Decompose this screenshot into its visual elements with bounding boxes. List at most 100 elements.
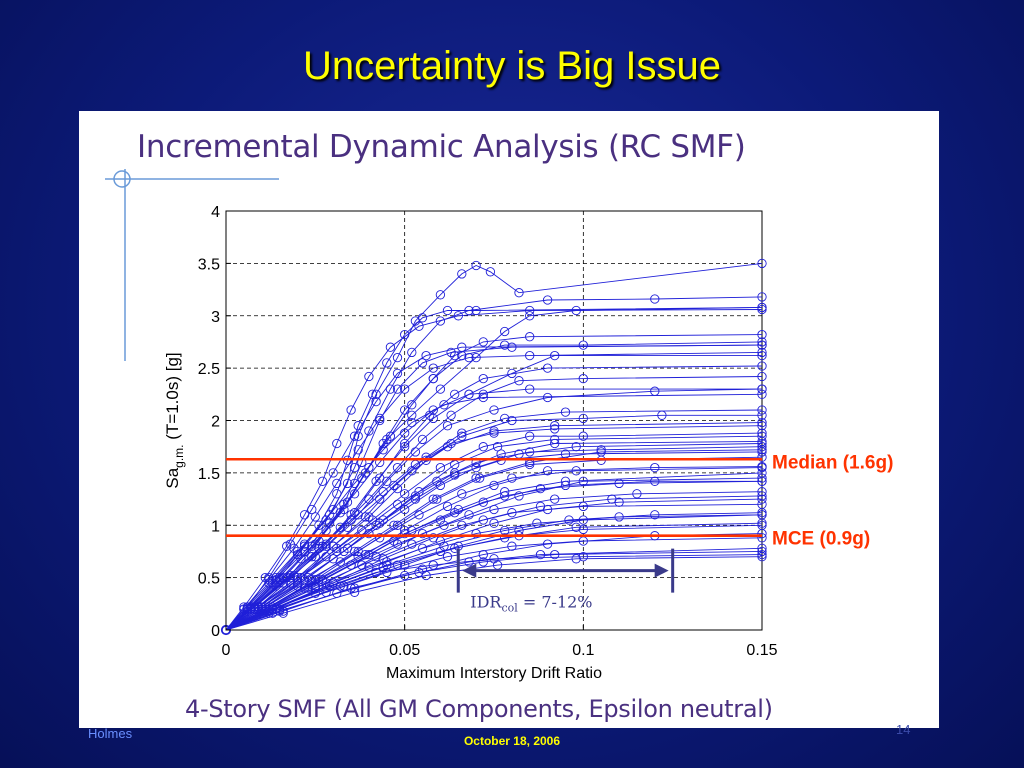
ida-point (442, 552, 453, 562)
ida-point (757, 361, 767, 371)
ida-point (757, 421, 767, 431)
ida-point (378, 438, 388, 449)
ida-point (489, 504, 499, 515)
ida-curve (225, 512, 763, 631)
ida-point (389, 520, 399, 530)
ida-point (317, 476, 328, 486)
ida-point (307, 578, 317, 588)
ida-point (450, 350, 460, 361)
ida-point (310, 512, 320, 522)
ida-point (435, 384, 446, 394)
ida-point (299, 546, 310, 557)
ida-point (435, 290, 446, 300)
ida-point (371, 476, 381, 486)
ida-point (400, 570, 410, 581)
ida-point (614, 512, 624, 522)
chart-curves (225, 262, 763, 631)
ida-point (364, 426, 374, 436)
ida-point (400, 528, 410, 539)
ida-point (375, 473, 385, 483)
ida-point (421, 452, 431, 462)
x-tick-label: 0.1 (572, 642, 594, 659)
ida-curve (225, 262, 763, 631)
figure-panel: Incremental Dynamic Analysis (RC SMF) Me… (79, 111, 939, 728)
ida-point (757, 462, 767, 473)
y-tick-label: 4 (211, 204, 220, 221)
ida-point (442, 421, 453, 431)
ida-point (471, 305, 481, 316)
ida-point (632, 489, 642, 499)
ida-point (339, 581, 349, 591)
ida-point (364, 371, 374, 382)
ida-point (364, 512, 374, 522)
ida-point (360, 468, 371, 478)
ida-point (339, 504, 349, 515)
ida-curve (225, 296, 763, 631)
ida-point (321, 539, 331, 549)
ida-point (339, 499, 349, 509)
slide-title: Uncertainty is Big Issue (303, 44, 721, 88)
ida-point (757, 442, 767, 452)
chart-reference-lines: Median (1.6g) MCE (0.9g) (226, 452, 893, 550)
ida-point (392, 483, 403, 494)
ida-point (757, 520, 767, 530)
ida-curve (225, 480, 762, 631)
ida-point (578, 501, 588, 512)
ida-point (321, 552, 331, 562)
ida-curve (225, 451, 763, 631)
ida-point (471, 462, 481, 473)
ida-point (364, 549, 374, 560)
ida-point (564, 515, 574, 525)
ida-point (475, 473, 485, 483)
ida-point (525, 305, 535, 316)
ida-point (307, 541, 317, 551)
ida-point (335, 581, 345, 591)
ida-point (357, 473, 367, 483)
ida-point (757, 384, 767, 394)
ida-point (535, 483, 546, 494)
ida-point (578, 413, 588, 424)
ida-point (349, 587, 360, 597)
ida-curve (225, 440, 763, 631)
ida-point (299, 583, 310, 593)
ida-point (457, 489, 467, 499)
ida-point (757, 445, 767, 455)
ida-point (353, 431, 363, 441)
figure-caption: 4-Story SMF (All GM Components, Epsilon … (185, 695, 773, 723)
ida-point (757, 510, 767, 520)
ida-point (446, 410, 456, 420)
ida-point (349, 583, 360, 593)
ida-point (571, 442, 581, 452)
ida-point (310, 583, 320, 593)
ida-point (407, 410, 417, 420)
ida-point (525, 311, 535, 321)
ida-point (303, 572, 313, 583)
ida-point (253, 602, 263, 612)
ida-point (489, 480, 499, 491)
ida-point (285, 539, 295, 549)
ida-point (407, 400, 417, 410)
ida-point (321, 515, 331, 525)
ida-point (407, 539, 417, 549)
ida-point (389, 480, 399, 491)
ida-point (332, 489, 342, 499)
ida-point (428, 373, 438, 384)
ida-point (507, 415, 517, 426)
ida-point (757, 476, 767, 486)
ida-point (607, 494, 617, 504)
ida-curve (225, 446, 763, 631)
ida-point (489, 518, 499, 528)
ida-point (650, 476, 660, 486)
ida-point (542, 466, 553, 476)
ida-point (507, 473, 517, 483)
ida-point (371, 520, 381, 530)
ida-point (457, 428, 467, 438)
ida-point (464, 305, 474, 316)
ida-point (332, 588, 342, 598)
x-tick-label: 0 (222, 642, 231, 659)
ida-point (535, 501, 546, 512)
ida-point (378, 515, 388, 525)
ida-point (428, 494, 438, 504)
ida-point (432, 476, 442, 486)
ida-point (550, 549, 560, 560)
